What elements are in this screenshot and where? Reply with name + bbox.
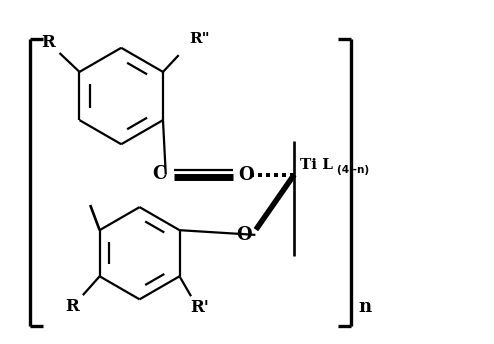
Text: R": R": [189, 32, 210, 46]
Text: (4 -n): (4 -n): [337, 165, 369, 175]
Text: Ti L: Ti L: [300, 158, 333, 172]
Text: n: n: [359, 298, 372, 316]
Text: O: O: [237, 226, 252, 244]
Text: C: C: [152, 164, 166, 183]
Text: R: R: [41, 34, 55, 51]
Text: R': R': [190, 299, 209, 316]
Text: R: R: [66, 298, 79, 315]
Text: O: O: [239, 165, 254, 184]
